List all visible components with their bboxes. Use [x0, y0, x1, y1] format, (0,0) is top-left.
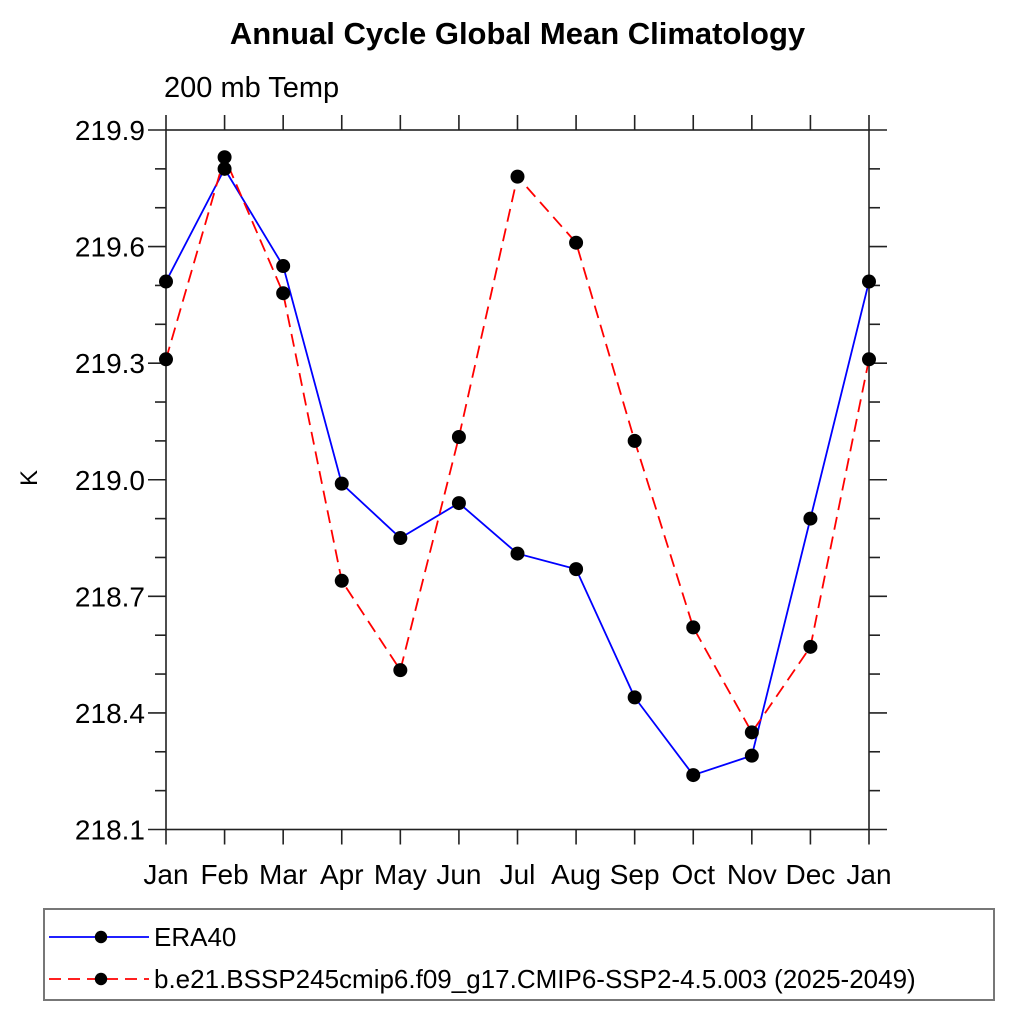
data-point-marker-1	[569, 235, 584, 250]
x-tick-label: Oct	[671, 859, 715, 890]
plot-frame	[165, 129, 870, 831]
series-line-1	[165, 154, 870, 735]
data-point-marker-1	[334, 573, 349, 588]
data-point-marker-1	[159, 352, 173, 367]
legend-item-model: b.e21.BSSP245cmip6.f09_g17.CMIP6-SSP2-4.…	[49, 964, 916, 994]
data-point-marker-0	[393, 531, 408, 546]
data-point-marker-0	[217, 161, 232, 176]
legend-marker-dot	[94, 930, 108, 944]
data-point-marker-0	[159, 274, 173, 289]
legend-marker-dot	[94, 972, 108, 986]
series-line-0	[165, 167, 870, 777]
data-point-marker-0	[451, 496, 466, 511]
x-tick-label: Jan	[846, 859, 891, 890]
data-point-marker-1	[803, 639, 818, 654]
data-point-marker-1	[862, 352, 876, 367]
x-tick-label: May	[374, 859, 427, 890]
y-tick-label: 219.9	[75, 115, 145, 146]
data-point-marker-0	[862, 274, 876, 289]
data-point-marker-1	[451, 430, 466, 445]
data-point-marker-1	[627, 433, 642, 448]
y-tick-label: 218.1	[75, 815, 145, 846]
data-point-marker-1	[686, 620, 701, 635]
legend-label-model: b.e21.BSSP245cmip6.f09_g17.CMIP6-SSP2-4.…	[154, 963, 916, 994]
x-tick-label: Dec	[786, 859, 836, 890]
x-tick-label: Mar	[259, 859, 307, 890]
chart-title: Annual Cycle Global Mean Climatology	[229, 16, 806, 51]
legend-item-era40: ERA40	[49, 922, 236, 952]
legend-label-era40: ERA40	[154, 921, 237, 952]
y-tick-label: 219.0	[75, 465, 145, 496]
x-tick-label: Jun	[436, 859, 481, 890]
data-point-marker-0	[803, 511, 818, 526]
data-point-marker-1	[393, 663, 408, 678]
x-tick-label: Jan	[143, 859, 188, 890]
data-point-marker-1	[276, 286, 291, 301]
x-tick-label: Sep	[610, 859, 660, 890]
legend-box: ERA40 b.e21.BSSP245cmip6.f09_g17.CMIP6-S…	[43, 908, 995, 1001]
y-tick-label: 219.3	[75, 348, 145, 379]
data-point-marker-0	[334, 476, 349, 491]
x-tick-label: Apr	[320, 859, 364, 890]
x-tick-label: Nov	[727, 859, 777, 890]
data-point-marker-0	[627, 690, 642, 705]
chart-subtitle: 200 mb Temp	[164, 72, 340, 104]
y-tick-label: 218.7	[75, 581, 145, 612]
x-tick-label: Feb	[200, 859, 248, 890]
legend-swatch-dashed-line	[49, 972, 149, 986]
x-tick-label: Aug	[551, 859, 601, 890]
data-point-marker-0	[276, 259, 291, 274]
data-point-marker-0	[569, 562, 584, 577]
data-point-marker-1	[217, 150, 232, 165]
data-point-marker-1	[510, 169, 525, 184]
y-tick-label: 219.6	[75, 232, 145, 263]
x-tick-label: Jul	[500, 859, 536, 890]
y-tick-label: 218.4	[75, 698, 145, 729]
data-point-marker-0	[510, 546, 525, 561]
data-point-marker-1	[744, 725, 759, 740]
data-point-marker-0	[744, 748, 759, 763]
legend-swatch-solid-line	[49, 930, 149, 944]
data-point-marker-0	[686, 768, 701, 783]
